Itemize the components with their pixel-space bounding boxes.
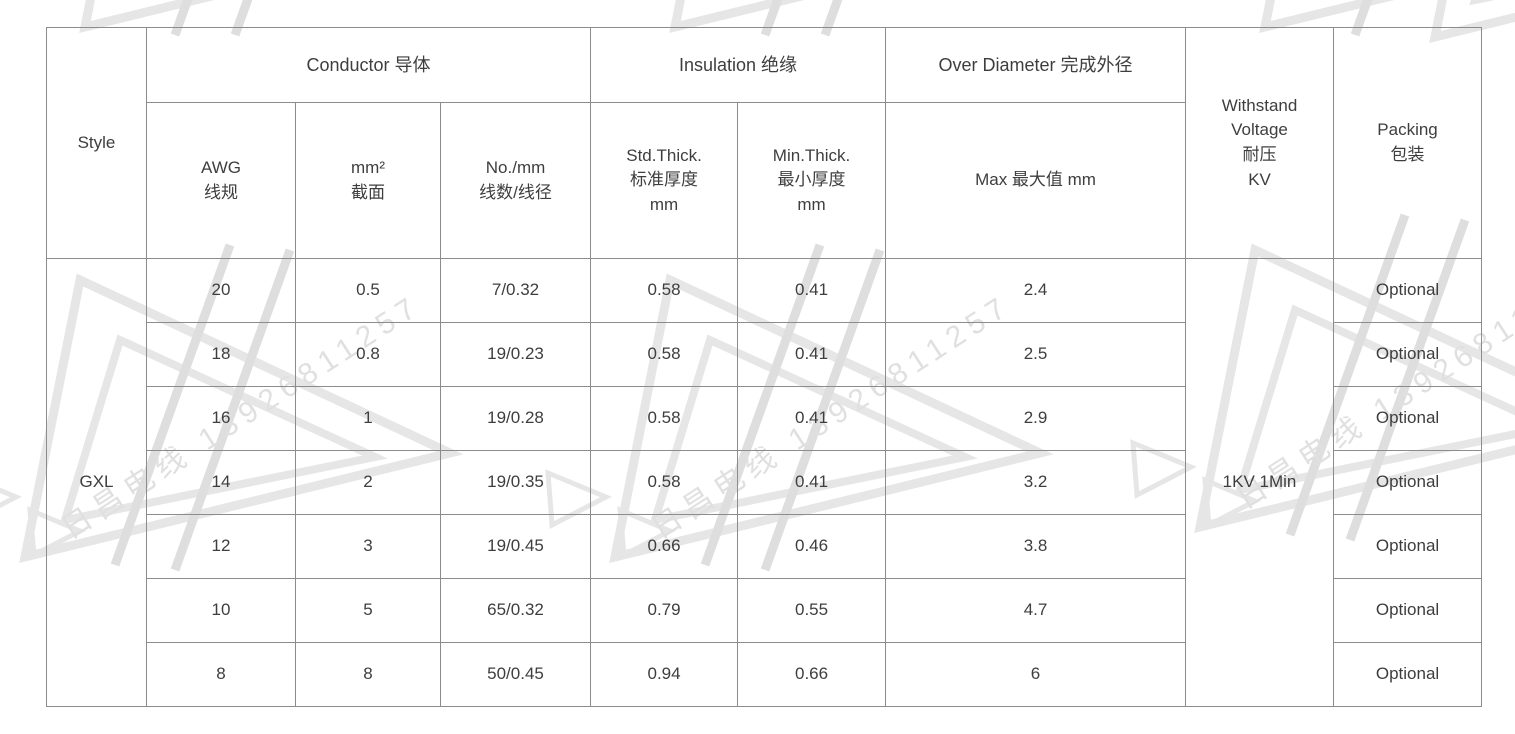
- wire-spec-table: Style Conductor 导体 Insulation 绝缘 Over Di…: [46, 27, 1483, 707]
- cell-mm2: 2: [295, 450, 441, 515]
- header-no-mm: No./mm 线数/线径: [439, 102, 592, 259]
- style-value-cell: GXL: [46, 258, 147, 707]
- cell-max: 2.9: [885, 386, 1187, 451]
- cell-std-thick: 0.58: [590, 450, 739, 515]
- cell-min-thick: 0.46: [737, 514, 887, 579]
- cell-max: 3.8: [885, 514, 1187, 579]
- header-withstand-voltage: Withstand Voltage 耐压 KV: [1185, 27, 1335, 259]
- cell-packing: Optional: [1333, 578, 1483, 643]
- cell-no-mm: 19/0.23: [439, 322, 592, 387]
- cell-std-thick: 0.58: [590, 386, 739, 451]
- header-max: Max 最大值 mm: [885, 102, 1187, 259]
- cell-no-mm: 50/0.45: [439, 642, 592, 707]
- table-row: 8 8 50/0.45 0.94 0.66 6 Optional: [47, 642, 1483, 707]
- cell-std-thick: 0.58: [590, 258, 739, 323]
- cell-min-thick: 0.41: [737, 322, 887, 387]
- header-over-diameter-group: Over Diameter 完成外径: [885, 27, 1187, 103]
- cell-min-thick: 0.41: [737, 386, 887, 451]
- header-style: Style: [46, 27, 147, 259]
- header-insulation-group: Insulation 绝缘: [590, 27, 887, 103]
- cell-min-thick: 0.41: [737, 450, 887, 515]
- cell-no-mm: 19/0.35: [439, 450, 592, 515]
- cell-no-mm: 65/0.32: [439, 578, 592, 643]
- cell-packing: Optional: [1333, 514, 1483, 579]
- table-row: GXL 20 0.5 7/0.32 0.58 0.41 2.4 1KV 1Min…: [46, 258, 1483, 707]
- cell-max: 6: [885, 642, 1187, 707]
- header-packing: Packing 包装: [1333, 27, 1483, 259]
- cell-mm2: 3: [295, 514, 441, 579]
- header-awg: AWG 线规: [146, 102, 296, 259]
- cell-std-thick: 0.58: [590, 322, 739, 387]
- cell-packing: Optional: [1333, 386, 1483, 451]
- cell-packing: Optional: [1333, 258, 1483, 323]
- cell-mm2: 1: [295, 386, 441, 451]
- cell-awg: 18: [146, 322, 296, 387]
- cell-awg: 14: [146, 450, 296, 515]
- cell-std-thick: 0.94: [590, 642, 739, 707]
- cell-no-mm: 19/0.45: [439, 514, 592, 579]
- table-row: 10 5 65/0.32 0.79 0.55 4.7 Optional: [47, 578, 1483, 643]
- cell-max: 2.5: [885, 322, 1187, 387]
- cell-awg: 10: [146, 578, 296, 643]
- cell-awg: 20: [146, 258, 296, 323]
- cell-packing: Optional: [1333, 642, 1483, 707]
- cell-packing: Optional: [1333, 450, 1483, 515]
- cell-awg: 12: [146, 514, 296, 579]
- cell-min-thick: 0.66: [737, 642, 887, 707]
- cell-std-thick: 0.79: [590, 578, 739, 643]
- cell-awg: 8: [146, 642, 296, 707]
- header-mm2: mm² 截面: [295, 102, 441, 259]
- cell-mm2: 5: [295, 578, 441, 643]
- header-std-thick: Std.Thick. 标准厚度 mm: [590, 102, 739, 259]
- header-conductor-group: Conductor 导体: [145, 27, 592, 103]
- cell-packing: Optional: [1333, 322, 1483, 387]
- header-min-thick: Min.Thick. 最小厚度 mm: [737, 102, 887, 259]
- cell-no-mm: 7/0.32: [439, 258, 592, 323]
- cell-std-thick: 0.66: [590, 514, 739, 579]
- cell-min-thick: 0.55: [737, 578, 887, 643]
- cell-min-thick: 0.41: [737, 258, 887, 323]
- cell-awg: 16: [146, 386, 296, 451]
- watermark-small-triangle-icon: [0, 487, 22, 509]
- cell-mm2: 8: [295, 642, 441, 707]
- cell-max: 4.7: [885, 578, 1187, 643]
- cell-mm2: 0.8: [295, 322, 441, 387]
- cell-no-mm: 19/0.28: [439, 386, 592, 451]
- withstand-value-cell: 1KV 1Min: [1185, 258, 1335, 707]
- cell-max: 3.2: [885, 450, 1187, 515]
- cell-max: 2.4: [885, 258, 1187, 323]
- cell-mm2: 0.5: [295, 258, 441, 323]
